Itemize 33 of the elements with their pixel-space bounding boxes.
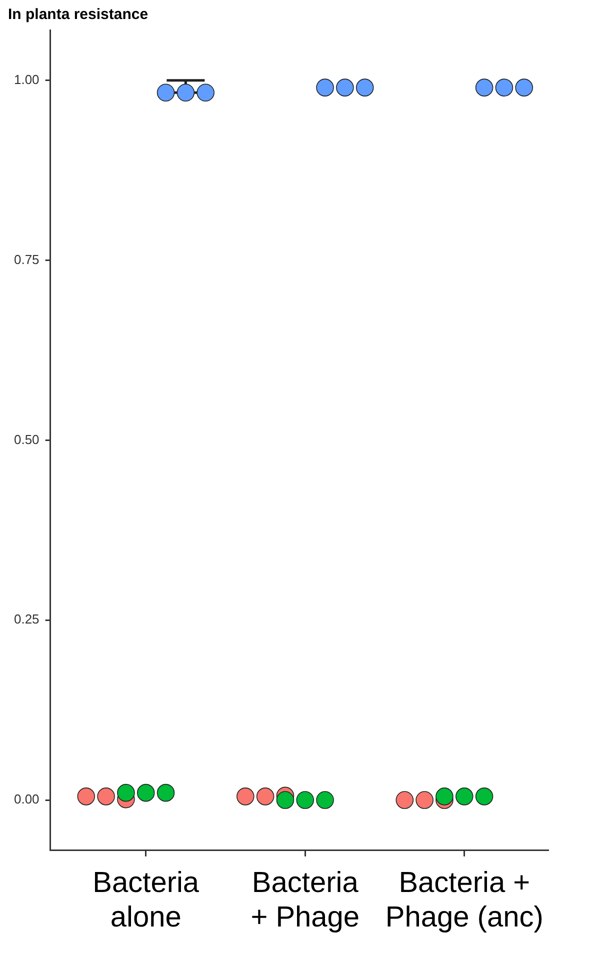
point: [336, 78, 354, 96]
point: [97, 788, 115, 806]
y-tick-label: 0.25: [14, 612, 40, 627]
x-tick-label: Bacteria + Phage: [250, 866, 360, 934]
point: [176, 84, 195, 102]
chart-title: In planta resistance: [8, 6, 148, 24]
x-tick-label: Bacteria + Phage (anc): [385, 866, 544, 934]
point: [436, 788, 454, 806]
point: [156, 84, 175, 102]
point: [316, 791, 334, 809]
point: [77, 788, 96, 806]
point: [475, 78, 494, 96]
point: [256, 788, 274, 806]
point: [396, 791, 414, 809]
x-tick-label: Bacteria alone: [92, 866, 200, 934]
y-tick-label: 0.50: [14, 432, 40, 447]
point: [316, 78, 334, 96]
point: [156, 784, 175, 802]
y-tick-label: 0.00: [14, 792, 40, 807]
y-tick-label: 0.75: [14, 252, 40, 267]
point: [416, 791, 434, 809]
point: [236, 788, 254, 806]
point: [117, 784, 135, 802]
point: [296, 791, 314, 809]
point: [515, 78, 534, 96]
point: [136, 784, 155, 802]
point: [196, 84, 214, 102]
point: [455, 788, 474, 806]
point: [356, 78, 374, 96]
point: [495, 78, 514, 96]
point: [276, 791, 294, 809]
point: [475, 788, 494, 806]
y-tick-label: 1.00: [14, 72, 40, 87]
